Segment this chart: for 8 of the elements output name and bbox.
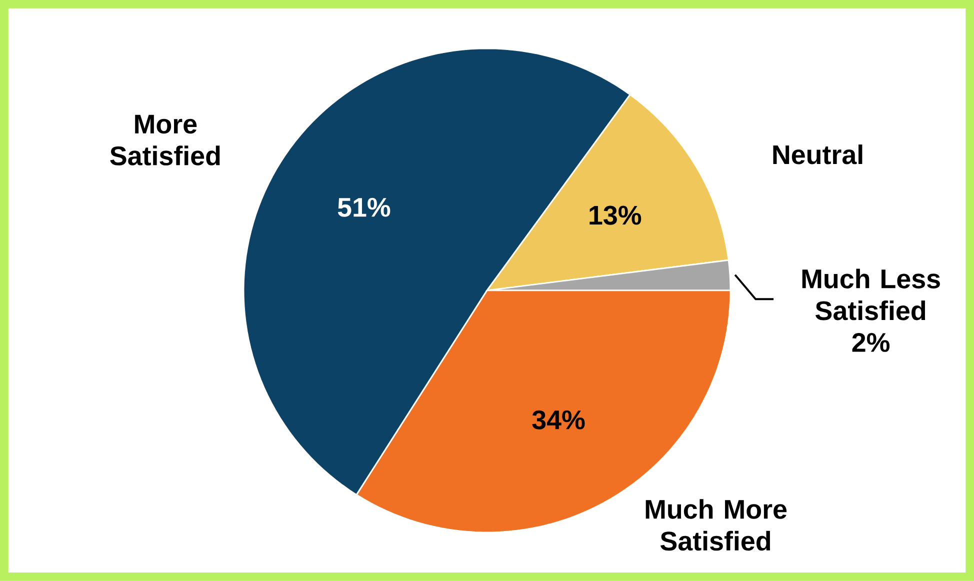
slice-label: Much Less Satisfied: [802, 268, 940, 320]
slice-label: Neutral: [773, 144, 862, 164]
data-label: 51%: [338, 198, 390, 217]
data-label: 13%: [590, 206, 642, 225]
slice-label: More Satisfied: [110, 114, 220, 166]
data-label: 34%: [532, 410, 585, 430]
data-label: 2%: [852, 333, 890, 352]
slice-label: Much More Satisfied: [646, 499, 787, 551]
